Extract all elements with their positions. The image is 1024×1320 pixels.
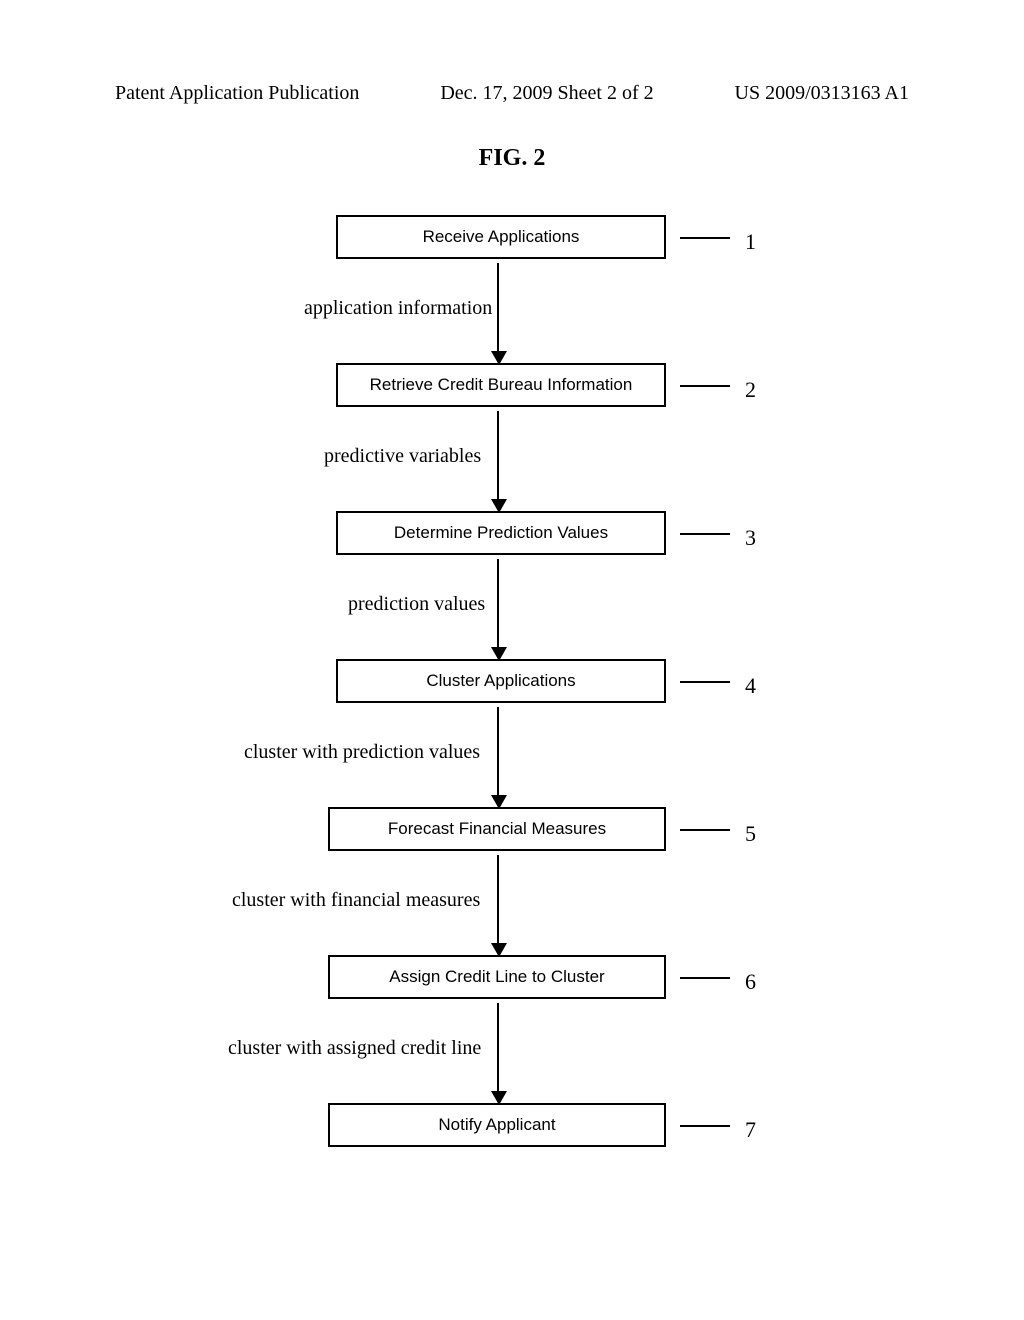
ref-number: 2 <box>745 377 756 403</box>
arrow-label: cluster with assigned credit line <box>228 1037 481 1060</box>
arrow-line <box>497 263 499 353</box>
flow-step: Cluster Applications 4 <box>0 659 1024 707</box>
arrow-line <box>497 855 499 945</box>
flow-arrow: prediction values <box>0 559 1024 659</box>
arrow-label: predictive variables <box>324 445 481 468</box>
flow-step: Forecast Financial Measures 5 <box>0 807 1024 855</box>
arrow-label: prediction values <box>348 593 485 616</box>
flow-box: Retrieve Credit Bureau Information <box>336 363 666 407</box>
arrow-line <box>497 559 499 649</box>
arrow-line <box>497 411 499 501</box>
ref-number: 7 <box>745 1117 756 1143</box>
arrow-label: cluster with financial measures <box>232 889 480 912</box>
ref-number: 3 <box>745 525 756 551</box>
flow-box: Cluster Applications <box>336 659 666 703</box>
ref-leader <box>680 1125 730 1127</box>
arrow-label: cluster with prediction values <box>244 741 480 764</box>
ref-leader <box>680 977 730 979</box>
ref-leader <box>680 237 730 239</box>
ref-leader <box>680 533 730 535</box>
flow-step: Notify Applicant 7 <box>0 1103 1024 1151</box>
arrow-label: application information <box>304 297 492 320</box>
flow-step: Assign Credit Line to Cluster 6 <box>0 955 1024 1003</box>
flow-box: Receive Applications <box>336 215 666 259</box>
arrow-line <box>497 707 499 797</box>
flow-box: Notify Applicant <box>328 1103 666 1147</box>
flow-arrow: cluster with financial measures <box>0 855 1024 955</box>
flow-step: Determine Prediction Values 3 <box>0 511 1024 559</box>
arrow-line <box>497 1003 499 1093</box>
ref-number: 5 <box>745 821 756 847</box>
flow-box: Forecast Financial Measures <box>328 807 666 851</box>
flow-arrow: predictive variables <box>0 411 1024 511</box>
figure-title: FIG. 2 <box>0 145 1024 172</box>
flowchart: Receive Applications 1 application informa… <box>0 215 1024 1151</box>
flow-box: Determine Prediction Values <box>336 511 666 555</box>
header-right: US 2009/0313163 A1 <box>735 82 909 105</box>
ref-number: 4 <box>745 673 756 699</box>
ref-number: 1 <box>745 229 756 255</box>
flow-step: Retrieve Credit Bureau Information 2 <box>0 363 1024 411</box>
flow-arrow: application information <box>0 263 1024 363</box>
flow-arrow: cluster with prediction values <box>0 707 1024 807</box>
ref-leader <box>680 829 730 831</box>
flow-arrow: cluster with assigned credit line <box>0 1003 1024 1103</box>
flow-step: Receive Applications 1 <box>0 215 1024 263</box>
ref-leader <box>680 681 730 683</box>
header-left: Patent Application Publication <box>115 82 359 105</box>
header-center: Dec. 17, 2009 Sheet 2 of 2 <box>440 82 653 105</box>
ref-number: 6 <box>745 969 756 995</box>
page-header: Patent Application Publication Dec. 17, … <box>0 82 1024 105</box>
flow-box: Assign Credit Line to Cluster <box>328 955 666 999</box>
ref-leader <box>680 385 730 387</box>
